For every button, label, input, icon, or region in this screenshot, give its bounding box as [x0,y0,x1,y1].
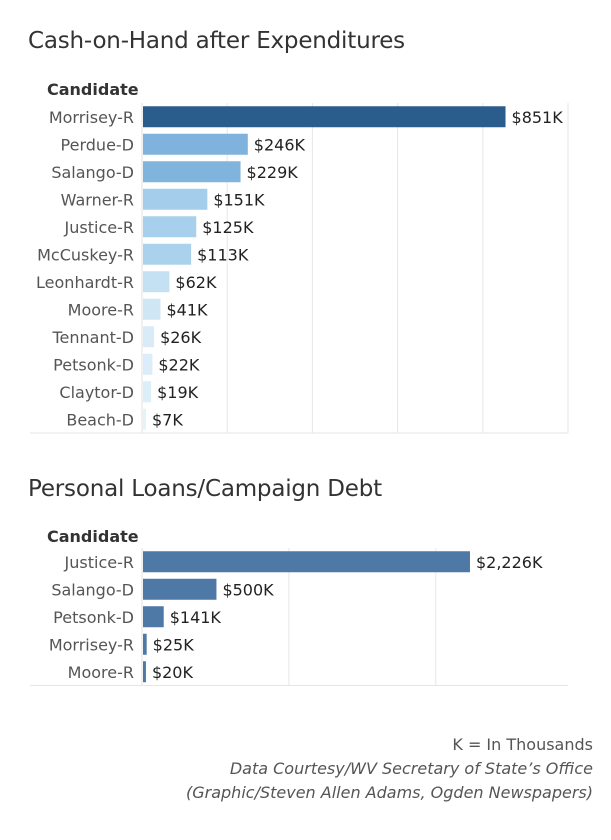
value-label: $851K [512,108,564,127]
bar [143,271,170,293]
category-label: Moore-R [68,300,134,319]
bar [143,106,506,128]
category-label: Justice-R [64,553,134,572]
cash-column-header: Candidate [47,80,139,99]
category-label: Perdue-D [61,135,134,154]
bar [143,161,241,183]
value-label: $20K [152,663,194,682]
bar [143,188,208,210]
units-note: K = In Thousands [452,735,593,754]
value-label: $22K [158,355,200,374]
loans-column-header: Candidate [47,527,139,546]
value-label: $151K [213,190,265,209]
category-label: Tennant-D [52,328,135,347]
category-label: Justice-R [64,218,134,237]
value-label: $141K [170,608,222,627]
bar [143,633,147,655]
bar [143,326,155,348]
category-label: Beach-D [66,410,134,429]
category-label: Leonhardt-R [36,273,134,292]
value-label: $62K [175,273,217,292]
value-label: $25K [153,635,195,654]
category-label: Petsonk-D [53,355,134,374]
value-label: $19K [157,383,199,402]
bar [143,606,164,628]
source-note: Data Courtesy/WV Secretary of State’s Of… [229,759,593,778]
value-label: $2,226K [476,553,543,572]
bar [143,298,161,320]
category-label: Petsonk-D [53,608,134,627]
bar [143,133,248,155]
category-label: Morrisey-R [49,108,134,127]
bar [143,578,217,600]
value-label: $500K [222,580,274,599]
value-label: $125K [202,218,254,237]
credit-note: (Graphic/Steven Allen Adams, Ogden Newsp… [186,783,593,802]
value-label: $26K [160,328,202,347]
loans-chart-title: Personal Loans/Campaign Debt [28,476,382,502]
bar [143,381,152,403]
category-label: Moore-R [68,663,134,682]
bar [143,551,470,573]
bar [143,243,192,265]
category-label: Salango-D [51,163,134,182]
category-label: Salango-D [51,580,134,599]
loans-debt-bars: Justice-R $2,226K Salango-D $500K Petsonk-D $… [30,548,568,686]
chart-footer: K = In Thousands Data Courtesy/WV Secret… [186,733,593,805]
bar [143,408,146,430]
cash-on-hand-bars: Morrisey-R $851K Perdue-D $246K Salango-D $22… [30,103,569,434]
value-label: $246K [254,135,306,154]
value-label: $113K [197,245,249,264]
cash-chart-title: Cash-on-Hand after Expenditures [28,28,405,54]
category-label: Warner-R [61,190,134,209]
bar [143,661,146,683]
category-label: Morrisey-R [49,635,134,654]
bar [143,216,197,238]
category-label: Claytor-D [59,383,134,402]
value-label: $41K [166,300,208,319]
value-label: $229K [247,163,299,182]
category-label: McCuskey-R [37,245,134,264]
bar [143,353,153,375]
value-label: $7K [152,410,183,429]
